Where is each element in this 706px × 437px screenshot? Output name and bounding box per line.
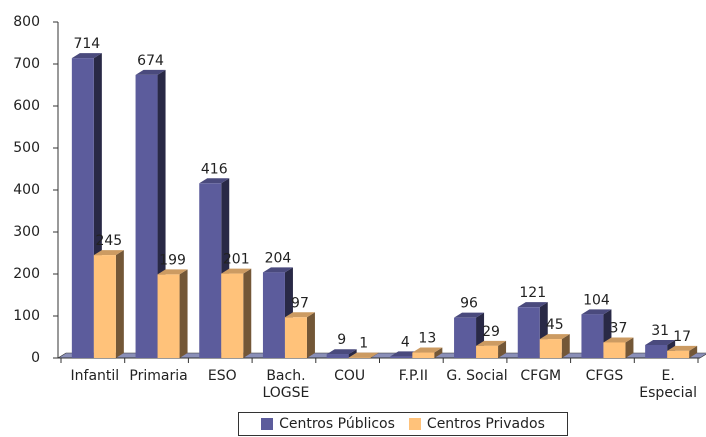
x-tick-label: CFGM bbox=[520, 368, 562, 384]
value-label: 31 bbox=[651, 323, 669, 339]
x-tick-label: F.P.II bbox=[398, 368, 428, 384]
value-label: 201 bbox=[223, 252, 250, 268]
y-tick-label: 600 bbox=[13, 98, 40, 114]
value-label: 1 bbox=[359, 336, 368, 352]
x-tick-label: Primaria bbox=[129, 368, 188, 384]
bar-side bbox=[689, 345, 698, 358]
bar-side bbox=[306, 312, 315, 358]
bar-top bbox=[157, 269, 188, 275]
y-tick-label: 400 bbox=[13, 182, 40, 198]
bar-top bbox=[71, 53, 102, 59]
bar-side bbox=[243, 268, 252, 358]
x-tick-label: CFGS bbox=[585, 368, 624, 384]
y-tick-label: 0 bbox=[31, 350, 40, 366]
x-tick-label: G. Social bbox=[446, 368, 508, 384]
bar bbox=[284, 317, 307, 358]
value-label: 45 bbox=[546, 317, 564, 333]
bar-top bbox=[645, 339, 676, 345]
value-label: 4 bbox=[401, 334, 410, 350]
value-label: 204 bbox=[265, 250, 292, 266]
value-label: 714 bbox=[73, 36, 100, 52]
bar-top bbox=[412, 347, 443, 353]
bar bbox=[454, 317, 477, 358]
value-label: 674 bbox=[137, 53, 164, 69]
bar bbox=[93, 255, 116, 358]
x-tick-label: Infantil bbox=[70, 368, 120, 384]
value-label: 29 bbox=[482, 324, 500, 340]
legend-item: Centros Privados bbox=[408, 416, 545, 432]
x-tick-label: ESO bbox=[207, 368, 237, 384]
bar bbox=[667, 350, 690, 358]
bar bbox=[221, 273, 244, 358]
legend-swatch bbox=[408, 418, 421, 430]
bar-top bbox=[581, 309, 612, 315]
bar bbox=[390, 356, 413, 358]
value-label: 37 bbox=[610, 320, 628, 336]
value-label: 245 bbox=[95, 233, 122, 249]
bar-top bbox=[135, 69, 166, 75]
bar-top bbox=[93, 250, 124, 256]
bar-side bbox=[370, 352, 379, 358]
x-tick-label: COU bbox=[334, 368, 366, 384]
bar-side bbox=[498, 340, 507, 358]
bar bbox=[262, 272, 285, 358]
bar bbox=[581, 314, 604, 358]
x-tick-label: Bach. LOGSE bbox=[262, 368, 310, 401]
bar bbox=[412, 352, 435, 358]
value-label: 96 bbox=[460, 296, 478, 312]
bar bbox=[517, 307, 540, 358]
bar-top bbox=[539, 334, 570, 340]
y-tick-label: 300 bbox=[13, 224, 40, 240]
bar bbox=[539, 339, 562, 358]
bar bbox=[645, 344, 668, 358]
bar bbox=[326, 354, 349, 358]
bar-top bbox=[284, 312, 315, 318]
value-label: 121 bbox=[519, 285, 546, 301]
value-label: 9 bbox=[337, 332, 346, 348]
legend-label: Centros Públicos bbox=[279, 416, 395, 432]
bar-side bbox=[561, 334, 570, 358]
y-tick-label: 500 bbox=[13, 140, 40, 156]
legend-item: Centros Públicos bbox=[261, 416, 395, 432]
bar bbox=[71, 58, 94, 359]
y-tick-label: 700 bbox=[13, 56, 40, 72]
bar-top bbox=[262, 267, 293, 273]
bar bbox=[603, 342, 626, 358]
value-label: 199 bbox=[159, 252, 186, 268]
bar bbox=[135, 74, 158, 359]
bar-top bbox=[667, 345, 698, 351]
bar-side bbox=[625, 337, 634, 358]
bar-top bbox=[454, 312, 485, 318]
y-tick-label: 200 bbox=[13, 266, 40, 282]
x-tick-label: E. Especial bbox=[639, 368, 697, 401]
bar-top bbox=[348, 352, 379, 358]
legend-swatch bbox=[261, 418, 274, 430]
legend-label: Centros Privados bbox=[426, 416, 545, 432]
y-tick-label: 800 bbox=[13, 14, 40, 30]
bar-side bbox=[179, 269, 188, 358]
bar bbox=[199, 183, 222, 358]
value-label: 13 bbox=[418, 331, 436, 347]
bar-top bbox=[326, 349, 357, 355]
value-label: 416 bbox=[201, 161, 228, 177]
bar-top bbox=[603, 337, 634, 343]
value-label: 97 bbox=[291, 295, 309, 311]
bar-top bbox=[517, 302, 548, 308]
bar-side bbox=[434, 347, 443, 358]
y-tick-label: 100 bbox=[13, 308, 40, 324]
bar-top bbox=[199, 178, 230, 184]
bar bbox=[157, 274, 180, 358]
bar bbox=[476, 345, 499, 358]
bar-top bbox=[221, 268, 252, 274]
bar-top bbox=[476, 340, 507, 346]
value-label: 104 bbox=[583, 292, 610, 308]
legend: Centros Públicos Centros Privados bbox=[238, 412, 568, 436]
bar-side bbox=[115, 250, 124, 358]
bar-side bbox=[348, 349, 357, 358]
value-label: 17 bbox=[673, 329, 691, 345]
